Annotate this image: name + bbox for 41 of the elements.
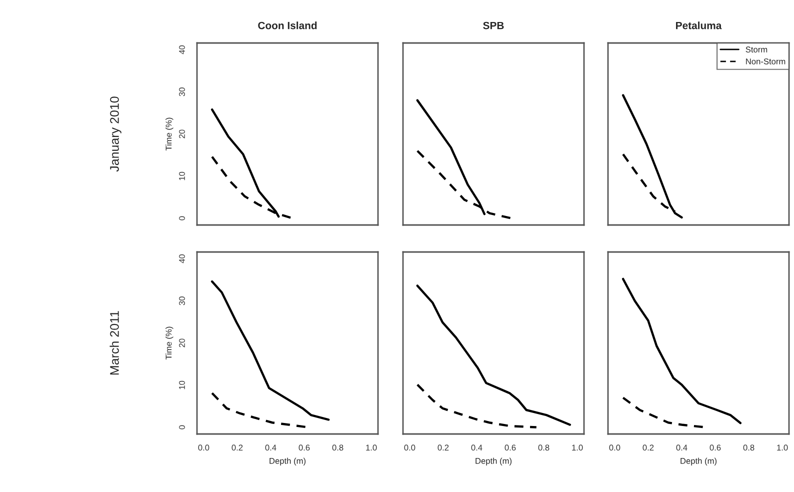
text: January 2010: [110, 96, 122, 172]
y-tick-label: 30: [179, 88, 185, 96]
y-tick-label: 30: [179, 296, 185, 306]
legend-label: Non-Storm: [746, 58, 786, 64]
x-tick-label: 0.8: [743, 444, 754, 451]
x-tick-label: 0.2: [642, 444, 654, 451]
x-tick-label: 0.8: [332, 444, 344, 451]
y-tick-label: 10: [179, 380, 185, 390]
x-tick-label: 0.0: [609, 444, 620, 451]
y-tick-label: 0: [179, 216, 185, 220]
x-tick-label: 0.6: [504, 444, 516, 451]
chart-title: Coon Island: [258, 22, 317, 30]
x-tick-label: 0.6: [298, 444, 310, 451]
x-tick-label: 0.4: [471, 444, 482, 451]
line-series: [210, 280, 330, 421]
y-tick-label: 10: [179, 172, 185, 180]
x-tick-label: 0.0: [404, 444, 416, 451]
x-tick-label: 1.0: [777, 444, 788, 451]
x-tick-label: 0.2: [438, 444, 449, 451]
y-tick-label: 20: [179, 130, 185, 138]
x-tick-label: 0.6: [710, 444, 721, 451]
x-tick-label: 1.0: [366, 444, 377, 451]
x-tick-label: 0.4: [265, 444, 276, 451]
y-tick-label: 40: [179, 45, 185, 54]
x-axis-title: Depth (m): [680, 458, 717, 466]
x-tick-label: 0.0: [198, 444, 210, 451]
x-axis-title: Depth (m): [270, 458, 306, 466]
y-tick-label: 20: [179, 338, 185, 348]
x-axis-title: Depth (m): [476, 458, 512, 466]
x-tick-label: 0.4: [676, 444, 688, 451]
x-tick-label: 0.8: [538, 444, 550, 451]
legend-label: Storm: [746, 46, 768, 52]
y-tick-label: 0: [179, 425, 185, 430]
x-tick-label: 0.2: [232, 444, 243, 451]
x-tick-label: 1.0: [572, 444, 583, 451]
chart-title: SPB: [483, 22, 504, 30]
chart-title: Petaluma: [676, 22, 722, 30]
text: March 2011: [110, 311, 119, 375]
y-axis-title: Time (%): [165, 118, 174, 151]
y-tick-label: 40: [179, 254, 185, 264]
y-axis-title: Time (%): [165, 326, 174, 360]
